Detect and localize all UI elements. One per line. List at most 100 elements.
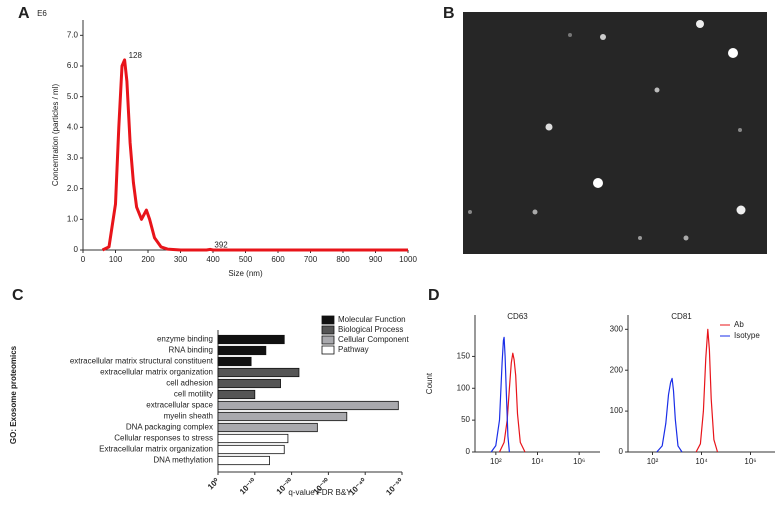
category-label: extracellular matrix organization [100, 368, 213, 377]
y-tick-label: 0 [74, 245, 79, 254]
y-tick-label: 200 [610, 365, 624, 374]
y-tick-label: 6.0 [67, 61, 79, 70]
y-tick-label: 5.0 [67, 92, 79, 101]
category-label: extracellular matrix structural constitu… [70, 357, 214, 366]
x-tick-label: 10⁻¹⁰ [238, 476, 258, 496]
x-tick-label: 10⁶ [744, 457, 756, 466]
y-tick-label: 50 [461, 415, 470, 424]
x-tick-label: 500 [239, 255, 253, 264]
x-tick-label: 10⁴ [695, 457, 708, 466]
chart-title: CD63 [507, 312, 528, 321]
y-tick-label: 4.0 [67, 122, 79, 131]
legend-label: Isotype [734, 331, 760, 340]
category-label: cell motility [174, 390, 213, 399]
category-label: extracellular space [146, 401, 213, 410]
y-tick-label: 2.0 [67, 184, 79, 193]
legend-label: Cellular Component [338, 335, 409, 344]
category-label: cell adhesion [166, 379, 213, 388]
category-label: DNA packaging complex [126, 423, 213, 432]
series-line [490, 336, 510, 453]
legend-label: Ab [734, 320, 744, 329]
series-line [101, 58, 408, 252]
particle [736, 205, 746, 215]
x-tick-label: 700 [304, 255, 318, 264]
y-tick-label: 0 [619, 447, 624, 456]
annotation: 128 [129, 51, 143, 60]
x-tick-label: 10⁴ [531, 457, 544, 466]
x-tick-label: 200 [141, 255, 155, 264]
legend-label: Pathway [338, 345, 369, 354]
category-label: enzyme binding [157, 335, 213, 344]
particle [593, 178, 603, 188]
x-tick-label: 800 [336, 255, 350, 264]
y-tick-label: 100 [457, 383, 471, 392]
x-tick-label: 600 [271, 255, 285, 264]
y-tick-label: 3.0 [67, 153, 79, 162]
bar [217, 444, 285, 455]
particle [532, 209, 538, 215]
particle [638, 236, 642, 240]
particle [738, 128, 742, 132]
legend-swatch [321, 315, 335, 325]
x-tick-label: 100 [109, 255, 123, 264]
x-tick-label: 10⁻⁵⁰ [384, 476, 405, 497]
chart-title: CD81 [671, 312, 692, 321]
bar [217, 378, 281, 389]
legend-label: Biological Process [338, 325, 403, 334]
y-tick-label: 300 [610, 324, 624, 333]
y-tick-label: 1.0 [67, 214, 79, 223]
category-label: DNA methylation [153, 456, 213, 465]
x-tick-label: 1000 [399, 255, 417, 264]
legend-swatch [321, 325, 335, 335]
legend-swatch [321, 345, 335, 355]
x-tick-label: 0 [81, 255, 86, 264]
bar [217, 411, 348, 422]
particle [568, 33, 572, 37]
legend-swatch [321, 335, 335, 345]
y-tick-label: 150 [457, 352, 471, 361]
bar [217, 334, 285, 345]
bar [217, 433, 289, 444]
bar [217, 345, 267, 356]
bar [217, 367, 300, 378]
x-tick-label: 400 [206, 255, 220, 264]
category-label: RNA binding [169, 346, 213, 355]
y-tick-label: 100 [610, 406, 624, 415]
category-label: Cellular responses to stress [114, 434, 213, 443]
annotation: 392 [214, 240, 228, 249]
y-axis-label: Count [425, 372, 434, 394]
bar [217, 422, 318, 433]
y-axis-label: Concentration (particles / ml) [51, 84, 60, 187]
particle [683, 235, 689, 241]
particle [728, 48, 738, 58]
x-tick-label: 10² [490, 457, 502, 466]
x-tick-label: 300 [174, 255, 188, 264]
particle [545, 123, 553, 131]
y-tick-label: 0 [466, 447, 471, 456]
series-line [498, 352, 526, 453]
series-line [695, 328, 719, 453]
y-axis-label: GO: Exosome proteomics [9, 345, 18, 444]
bar [217, 356, 252, 367]
category-label: myelin sheath [164, 412, 213, 421]
x-tick-label: 10⁶ [573, 457, 585, 466]
x-tick-label: 10² [647, 457, 659, 466]
particle [696, 20, 704, 28]
series-line [656, 377, 683, 453]
particle [654, 87, 660, 93]
image-background [463, 12, 767, 254]
particle [600, 34, 606, 40]
bar [217, 455, 270, 466]
x-tick-label: 10⁰ [206, 476, 221, 491]
bar [217, 389, 256, 400]
category-label: Extracellular matrix organization [99, 445, 213, 454]
y-tick-label: 7.0 [67, 30, 79, 39]
x-axis-label: q-value FDR B&Y [288, 488, 352, 497]
legend-label: Molecular Function [338, 315, 406, 324]
particle [468, 210, 472, 214]
bar [217, 400, 399, 411]
panel-label: A [18, 5, 30, 22]
x-tick-label: 900 [369, 255, 383, 264]
panel-label: D [428, 287, 440, 304]
